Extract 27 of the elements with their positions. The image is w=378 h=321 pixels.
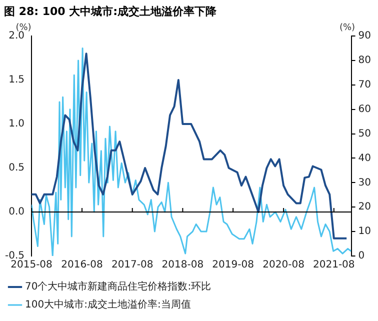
y2-tick-label: 30	[358, 177, 372, 188]
y2-tick-label: 80	[358, 55, 372, 66]
y2-tick-label: 10	[358, 226, 372, 238]
y2-tick-label: 60	[358, 104, 372, 115]
chart-title: 图 28: 100 大中城市:成交土地溢价率下降	[3, 4, 218, 20]
x-tick-label: 2017-08	[111, 260, 154, 271]
legend-label: 100大中城市:成交土地溢价率:当周值	[25, 298, 191, 311]
x-tick-label: 2015-08	[10, 260, 52, 271]
y-axis-title: (%)	[16, 22, 32, 33]
y-tick-label: 0.0	[8, 206, 25, 218]
x-tick-label: 2021-08	[312, 260, 355, 271]
y-tick-label: 1.5	[8, 74, 25, 86]
y2-tick-label: 90	[358, 30, 372, 42]
y-tick-label: 2.0	[8, 30, 25, 42]
y2-tick-label: 50	[358, 128, 372, 140]
y-tick-label: 0.5	[8, 162, 25, 174]
y2-tick-label: 0	[358, 250, 365, 262]
y2-tick-label: 40	[358, 152, 372, 164]
x-tick-label: 2020-08	[262, 260, 304, 271]
x-tick-label: 2018-08	[162, 260, 204, 271]
y2-axis-title: (%)	[339, 22, 356, 33]
y-tick-label: 1.0	[8, 118, 25, 130]
x-tick-label: 2019-08	[212, 260, 254, 271]
y2-tick-label: 20	[358, 202, 372, 213]
y2-tick-label: 70	[358, 79, 372, 90]
legend-label: 70个大中城市新建商品住宅价格指数:环比	[25, 280, 212, 293]
x-tick-label: 2016-08	[61, 260, 103, 271]
